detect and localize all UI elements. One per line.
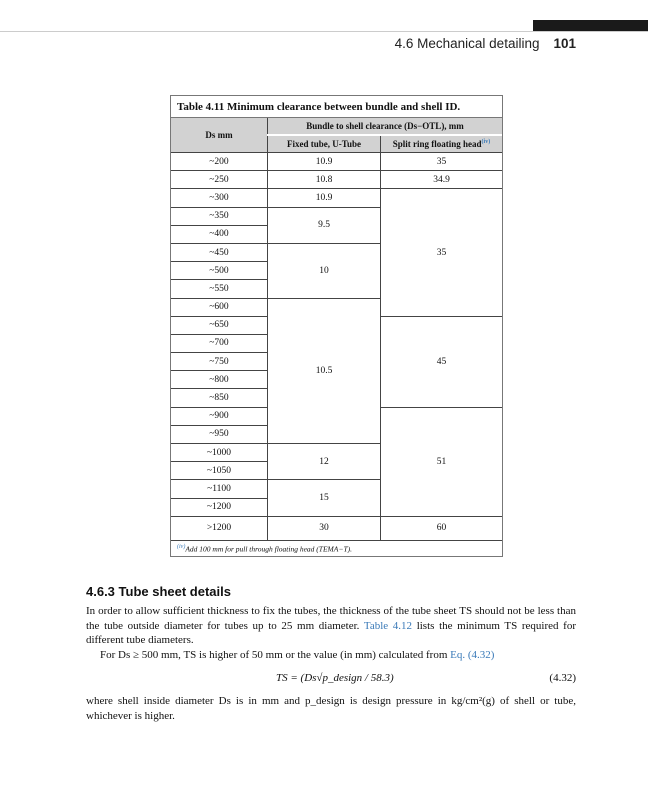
paragraph-1: In order to allow sufficient thickness t…	[86, 605, 576, 647]
col-split-header: Split ring floating head(iv)	[380, 135, 502, 153]
ds-cell: ~1100	[171, 479, 268, 499]
table-row: ~950	[171, 424, 502, 444]
ds-cell: ~400	[171, 224, 268, 244]
fixed-tube-cell: 15	[267, 479, 381, 517]
table-row: >1200 30 60	[171, 515, 502, 540]
table-row: ~650 45	[171, 315, 502, 408]
split-ring-cell: 34.9	[380, 170, 502, 189]
table-row: ~400	[171, 224, 502, 244]
table-row: ~550	[171, 279, 502, 298]
ds-cell: ~550	[171, 279, 268, 298]
table-row: ~300 10.9 35	[171, 188, 502, 317]
equation-number: (4.32)	[549, 672, 576, 684]
fixed-tube-cell: 10.9	[267, 188, 381, 208]
clearance-table: Table 4.11 Minimum clearance between bun…	[170, 95, 503, 558]
fixed-tube-cell: 9.5	[267, 206, 381, 244]
ds-cell: ~300	[171, 188, 268, 208]
table-row: ~450 10	[171, 242, 502, 298]
fixed-tube-cell: 30	[267, 515, 381, 540]
col-fixed-header: Fixed tube, U-Tube	[267, 135, 381, 153]
ds-cell: ~350	[171, 206, 268, 226]
ds-cell: >1200	[171, 515, 268, 540]
split-ring-cell: 35	[380, 188, 502, 317]
ds-cell: ~600	[171, 297, 268, 317]
fixed-tube-cell: 10	[267, 242, 381, 298]
ds-cell: ~700	[171, 333, 268, 353]
section-heading: 4.6.3 Tube sheet details	[86, 584, 231, 599]
fixed-tube-cell: 10.5	[267, 297, 381, 444]
table-row: ~600 10.5	[171, 297, 502, 444]
table-row: ~1000 12	[171, 442, 502, 480]
table-row: ~850	[171, 388, 502, 408]
ds-cell: ~900	[171, 406, 268, 426]
table-row: ~1200	[171, 497, 502, 517]
page-number: 101	[553, 36, 576, 51]
table-row: ~1100 15	[171, 479, 502, 517]
ds-cell: ~1200	[171, 497, 268, 517]
table-row: ~500	[171, 261, 502, 280]
paragraph-2: For Ds ≥ 500 mm, TS is higher of 50 mm o…	[100, 649, 495, 661]
ds-cell: ~500	[171, 261, 268, 280]
section-title: 4.6 Mechanical detailing	[394, 36, 540, 51]
equation-formula: TS = (Ds√p_design / 58.3)	[276, 672, 394, 684]
col-ds-header: Ds mm	[171, 118, 268, 153]
ds-cell: ~1000	[171, 442, 268, 462]
split-ring-cell: 60	[380, 515, 502, 540]
table-row: ~1050	[171, 461, 502, 480]
table-row: ~350 9.5	[171, 206, 502, 244]
table-row: ~800	[171, 370, 502, 389]
equation-link[interactable]: Eq. (4.32)	[450, 649, 495, 661]
split-ring-cell: 45	[380, 315, 502, 408]
table-footnote: (iv)Add 100 mm for pull through floating…	[171, 539, 502, 557]
table-caption: Table 4.11 Minimum clearance between bun…	[171, 96, 502, 118]
split-ring-cell: 35	[380, 151, 502, 171]
ds-cell: ~750	[171, 352, 268, 371]
ds-cell: ~800	[171, 370, 268, 389]
paragraph-3: where shell inside diameter Ds is in mm …	[86, 695, 576, 722]
fixed-tube-cell: 10.8	[267, 170, 381, 189]
table-row: ~900 51	[171, 406, 502, 517]
ds-cell: ~950	[171, 424, 268, 444]
table-row: ~750	[171, 352, 502, 371]
ds-cell: ~250	[171, 170, 268, 189]
ds-cell: ~200	[171, 151, 268, 171]
header-rule	[0, 31, 648, 32]
group-header: Bundle to shell clearance (Ds−OTL), mm	[267, 118, 502, 136]
fixed-tube-cell: 10.9	[267, 151, 381, 171]
ds-cell: ~1050	[171, 461, 268, 480]
table-link[interactable]: Table 4.12	[363, 619, 413, 632]
table-row: ~200 10.9 35	[171, 151, 502, 171]
running-header: 4.6 Mechanical detailing 101	[395, 36, 576, 51]
fixed-tube-cell: 12	[267, 442, 381, 480]
table-row: ~250 10.8 34.9	[171, 170, 502, 189]
header-bar	[533, 20, 648, 31]
ds-cell: ~850	[171, 388, 268, 408]
ds-cell: ~450	[171, 242, 268, 262]
table-row: ~700	[171, 333, 502, 353]
split-ring-cell: 51	[380, 406, 502, 517]
ds-cell: ~650	[171, 315, 268, 335]
